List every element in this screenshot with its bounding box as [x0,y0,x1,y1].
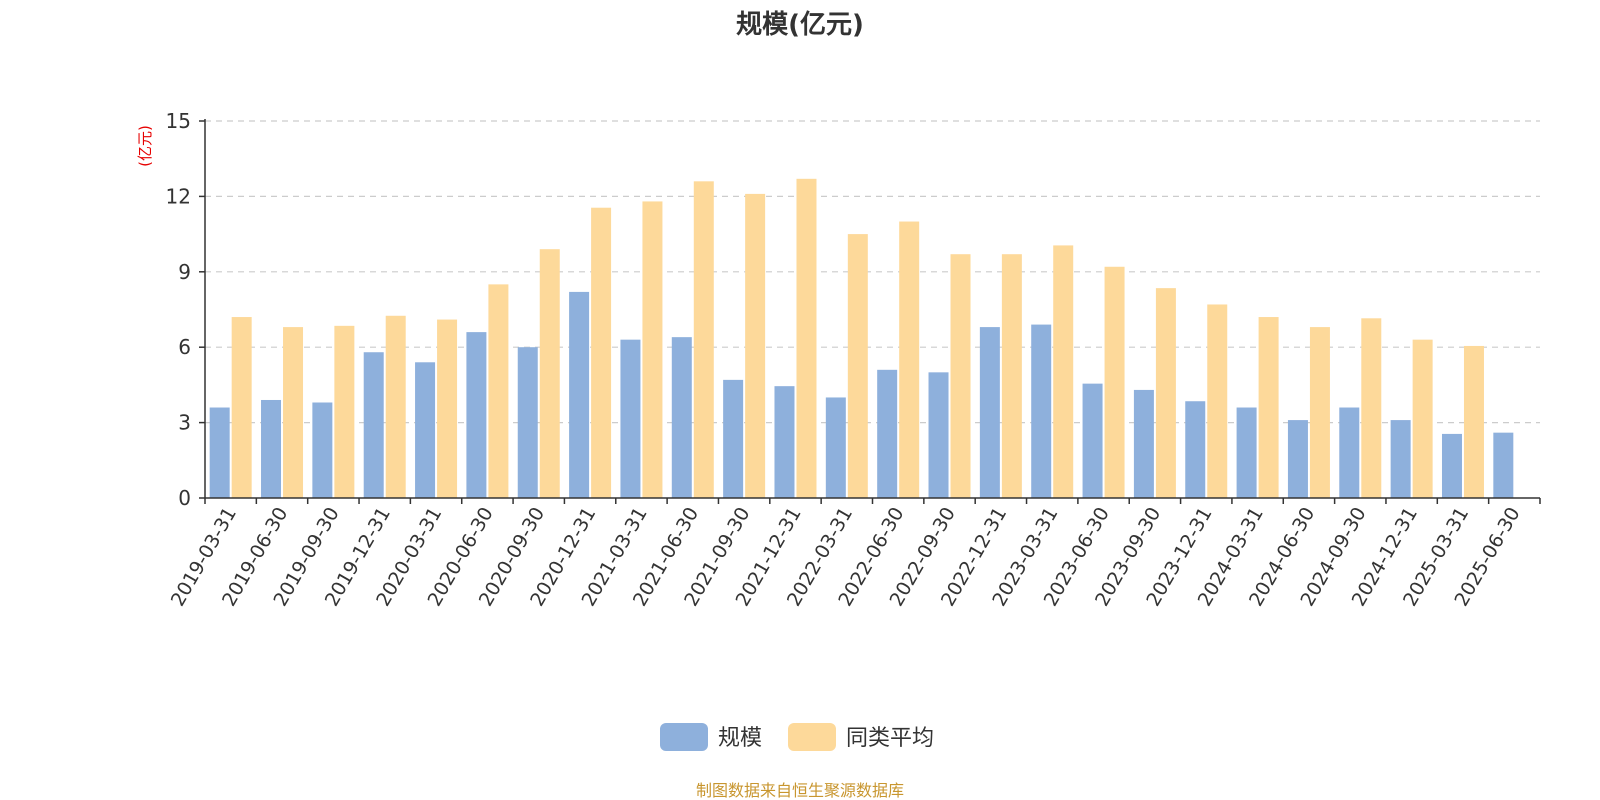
x-tick-labels: 2019-03-312019-06-302019-09-302019-12-31… [167,504,1525,611]
y-tick-label: 3 [178,411,191,435]
y-tick-label: 9 [178,260,191,284]
bar-guimo [466,332,487,498]
bar-tonglei [1258,317,1279,498]
y-axis-unit: (亿元) [136,125,154,167]
bar-guimo [1441,433,1462,498]
bar-guimo [261,399,282,498]
y-tick-labels: 0 3 6 9 12 15 [166,109,191,510]
bar-guimo [1390,420,1411,498]
bar-tonglei [1104,266,1125,498]
y-tick-label: 0 [178,486,191,510]
bar-tonglei [1207,304,1228,498]
bar-guimo [671,337,692,498]
bar-tonglei [1155,288,1176,498]
legend-label-guimo: 规模 [718,726,762,751]
legend: 规模 同类平均 [660,723,934,751]
data-source-note: 制图数据来自恒生聚源数据库 [696,781,904,800]
bar-guimo [620,339,641,498]
bar-guimo [1287,420,1308,498]
bar-guimo [1133,389,1154,498]
y-tick-label: 12 [166,184,191,208]
bar-tonglei [539,249,560,498]
bars [209,178,1514,499]
bar-tonglei [385,315,406,498]
bar-tonglei [591,207,612,498]
bar-tonglei [693,181,714,498]
bar-guimo [363,352,384,498]
bar-guimo [1031,324,1052,498]
bar-tonglei [950,254,971,498]
bar-tonglei [1412,339,1433,498]
bar-guimo [569,291,590,498]
bar-tonglei [1463,345,1484,498]
legend-label-tonglei: 同类平均 [846,726,934,751]
legend-swatch-tonglei [788,723,836,751]
bar-guimo [209,407,230,498]
bar-guimo [825,397,846,498]
bar-tonglei [334,325,355,498]
bar-tonglei [847,234,868,498]
bar-tonglei [1001,254,1022,498]
bar-tonglei [231,317,252,498]
bar-tonglei [899,221,920,499]
bar-guimo [723,379,744,498]
bar-guimo [1082,383,1103,498]
bar-tonglei [796,178,817,498]
bar-guimo [517,347,538,498]
bar-guimo [928,372,949,498]
chart-title: 规模(亿元) [736,10,864,40]
y-tick-label: 6 [178,335,191,359]
bar-guimo [312,402,333,498]
bar-guimo [774,386,795,498]
y-tick-label: 15 [166,109,191,133]
bar-tonglei [283,327,304,498]
bar-guimo [979,327,1000,498]
legend-swatch-guimo [660,723,708,751]
bar-guimo [877,369,898,498]
bar-tonglei [437,319,458,498]
bar-tonglei [642,201,663,498]
bar-tonglei [1053,245,1074,498]
bar-tonglei [1309,327,1330,498]
bar-guimo [1185,401,1206,498]
bar-tonglei [1361,318,1382,498]
axes [199,119,1541,504]
bar-tonglei [745,193,766,499]
bar-guimo [415,362,436,498]
bar-guimo [1493,432,1514,498]
bar-guimo [1339,407,1360,498]
bar-tonglei [488,284,509,498]
bar-guimo [1236,407,1257,498]
